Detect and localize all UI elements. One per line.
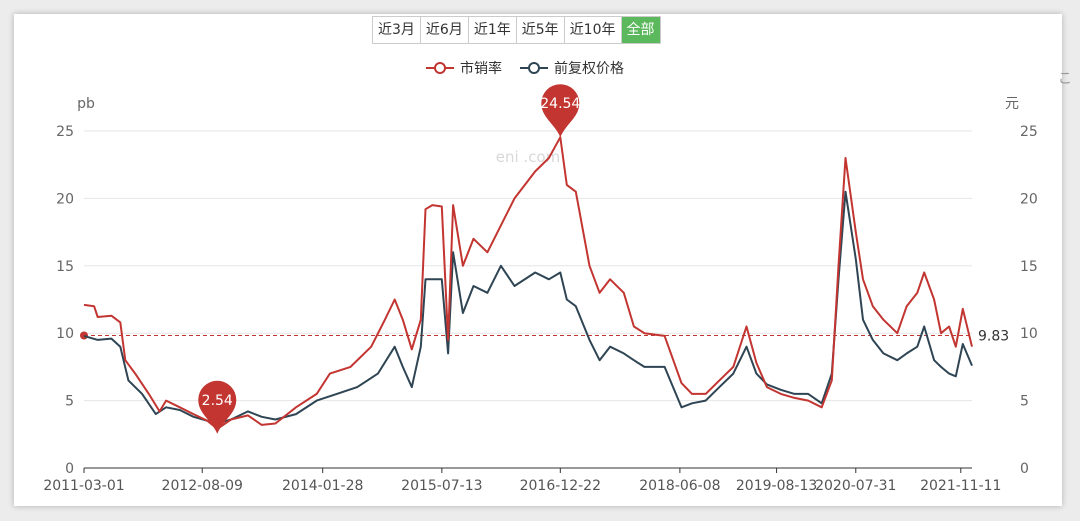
x-tick-label: 2020-07-31 — [815, 478, 896, 494]
y-left-tick-label: 10 — [56, 326, 74, 342]
tab-1-year[interactable]: 近1年 — [469, 17, 517, 43]
min-marker: 2.54 — [198, 380, 237, 434]
tab-6-months[interactable]: 近6月 — [421, 17, 469, 43]
y-right-tick-label: 20 — [1020, 191, 1038, 207]
x-tick-label: 2014-01-28 — [282, 478, 363, 494]
y-left-axis-label: pb — [77, 96, 95, 112]
y-right-axis-label: 元 — [1005, 96, 1019, 112]
y-left-tick-label: 5 — [65, 394, 74, 410]
y-right-ticks: 0 5 10 15 20 25 — [1020, 124, 1038, 477]
y-left-tick-label: 0 — [65, 461, 74, 477]
min-marker-pin — [198, 380, 237, 434]
max-marker-pin — [541, 84, 580, 138]
y-left-ticks: 0 5 10 15 20 25 — [56, 124, 74, 477]
y-right-tick-label: 5 — [1020, 394, 1029, 410]
x-tick-label: 2011-03-01 — [43, 478, 124, 494]
x-tick-label: 2016-12-22 — [520, 478, 601, 494]
x-tick-label: 2019-08-13 — [736, 478, 817, 494]
max-marker: 24.54 — [540, 84, 580, 138]
mean-line-start-dot — [80, 331, 88, 340]
y-right-tick-label: 15 — [1020, 259, 1038, 275]
legend-ps-line-icon — [426, 62, 454, 74]
legend-ps-label: 市销率 — [460, 61, 502, 77]
y-right-tick-label: 10 — [1020, 326, 1038, 342]
markers-layer: 24.54 2.54 — [198, 84, 580, 434]
chart-card — [14, 14, 1062, 506]
y-left-tick-label: 20 — [56, 191, 74, 207]
x-tick-label: 2018-06-08 — [639, 478, 720, 494]
min-marker-label: 2.54 — [202, 393, 233, 409]
y-right-tick-label: 0 — [1020, 461, 1029, 477]
tab-all[interactable]: 全部 — [621, 17, 660, 43]
x-tick-label: 2015-07-13 — [401, 478, 482, 494]
range-tabs: 近3月 近6月 近1年 近5年 近10年 全部 — [372, 16, 661, 44]
x-tick-label: 2021-11-11 — [920, 478, 1001, 494]
y-left-tick-label: 15 — [56, 259, 74, 275]
x-tick-label: 2012-08-09 — [162, 478, 243, 494]
legend-price-line-icon — [520, 62, 548, 74]
y-right-tick-label: 25 — [1020, 124, 1038, 140]
tab-10-years[interactable]: 近10年 — [565, 17, 622, 43]
series-line-price — [83, 190, 973, 425]
tab-3-months[interactable]: 近3月 — [373, 17, 421, 43]
edge-glyph: こ — [1058, 71, 1072, 87]
max-marker-label: 24.54 — [540, 96, 580, 112]
mean-line-group: 9.83 — [80, 328, 1009, 344]
x-axis: 2011-03-01 2012-08-09 2014-01-28 2015-07-13… — [43, 467, 1001, 494]
mean-line-label: 9.83 — [978, 328, 1009, 344]
legend-item-ps[interactable]: 市销率 — [426, 58, 502, 78]
chart-legend: 市销率 前复权价格 — [426, 58, 624, 78]
tab-5-years[interactable]: 近5年 — [517, 17, 565, 43]
legend-price-label: 前复权价格 — [554, 61, 624, 77]
legend-item-price[interactable]: 前复权价格 — [520, 58, 624, 78]
grid-lines — [84, 130, 972, 402]
y-left-tick-label: 25 — [56, 124, 74, 140]
